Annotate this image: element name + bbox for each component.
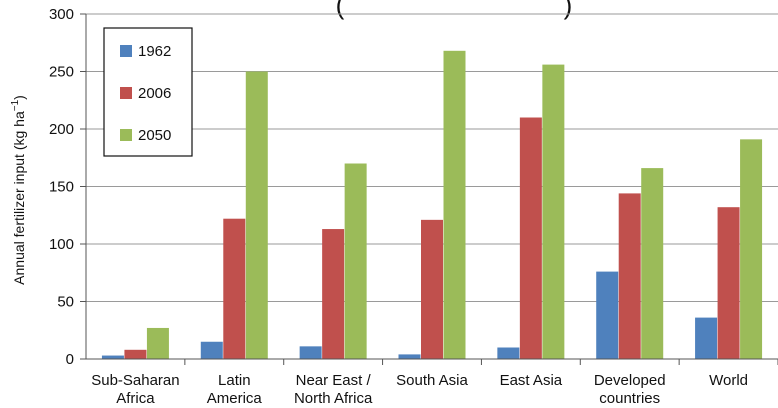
x-category-label: Sub-Saharan <box>91 372 179 389</box>
axes <box>85 14 778 365</box>
bar-1962-6 <box>695 317 718 359</box>
y-tick-label: 150 <box>49 179 74 196</box>
bar-2050-1 <box>245 71 268 359</box>
y-tick-label: 0 <box>66 351 74 368</box>
chart-title: () <box>336 0 573 20</box>
x-category-label: Latin <box>218 372 251 389</box>
bar-2006-0 <box>124 349 147 359</box>
bar-2050-3 <box>443 50 466 360</box>
bar-2006-3 <box>421 219 443 359</box>
title-fragment-start: ( <box>336 0 345 20</box>
bar-1962-0 <box>101 355 124 359</box>
y-tick-label: 50 <box>57 294 74 311</box>
x-category-label: North Africa <box>294 390 373 407</box>
title-fragment-end: ) <box>564 0 573 20</box>
y-tick-labels: 0 50 100 150 200 250 300 <box>49 6 74 368</box>
x-category-label: Near East / <box>296 372 372 389</box>
x-category-label: Developed <box>594 372 666 389</box>
x-category-label: Africa <box>116 390 155 407</box>
bar-2050-4 <box>542 64 565 359</box>
bar-2006-1 <box>223 218 246 359</box>
y-tick-label: 300 <box>49 6 74 23</box>
bar-2050-6 <box>740 139 763 359</box>
x-category-label: countries <box>599 390 660 407</box>
bar-1962-5 <box>596 271 619 359</box>
y-tick-label: 250 <box>49 64 74 81</box>
legend-swatch-2006 <box>120 87 132 99</box>
y-axis-title: Annual fertilizer input (kg ha−1) <box>10 95 27 285</box>
bar-2006-2 <box>322 229 345 359</box>
legend-label-2006: 2006 <box>138 85 171 102</box>
bars <box>101 50 763 360</box>
legend-label-1962: 1962 <box>138 43 171 60</box>
x-category-label: East Asia <box>500 372 563 389</box>
x-category-label: America <box>207 390 263 407</box>
legend-swatch-2050 <box>120 129 132 141</box>
legend-label-2050: 2050 <box>138 127 171 144</box>
x-category-label: World <box>709 372 748 389</box>
bar-2006-5 <box>618 193 641 359</box>
x-category-label: South Asia <box>396 372 468 389</box>
bar-2006-4 <box>519 117 542 359</box>
y-tick-label: 100 <box>49 236 74 253</box>
bar-2050-5 <box>641 168 664 359</box>
bar-2050-0 <box>146 327 169 359</box>
bar-1962-2 <box>299 346 322 359</box>
bar-2050-2 <box>344 163 367 359</box>
bar-2006-6 <box>717 207 740 359</box>
bar-1962-4 <box>497 347 520 359</box>
bar-1962-3 <box>398 354 421 359</box>
legend-box <box>103 27 193 157</box>
y-axis-label: Annual fertilizer input (kg ha−1) <box>10 95 27 285</box>
y-tick-label: 200 <box>49 121 74 138</box>
legend: 1962 2006 2050 <box>103 27 193 157</box>
legend-swatch-1962 <box>120 45 132 57</box>
bar-1962-1 <box>200 341 223 359</box>
